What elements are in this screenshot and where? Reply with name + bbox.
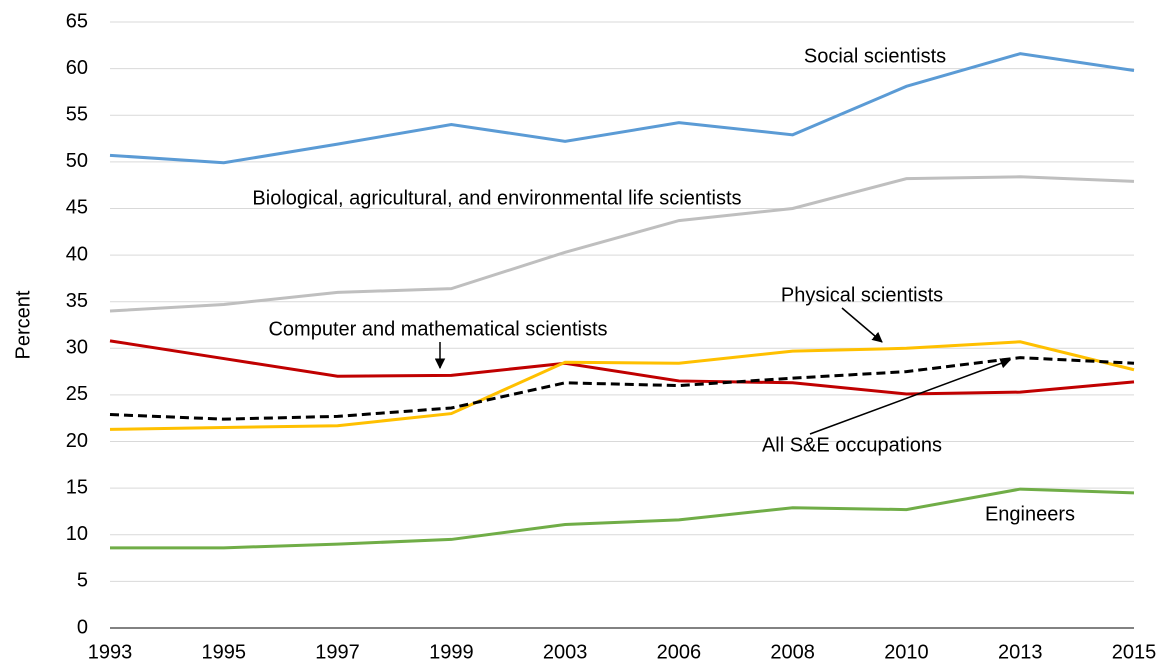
x-tick-label: 2003: [543, 641, 588, 663]
y-tick-label: 35: [66, 290, 88, 312]
x-tick-label: 1999: [429, 641, 474, 663]
series-label: Biological, agricultural, and environmen…: [252, 187, 741, 209]
series-line: [109, 356, 1135, 421]
y-tick-label: 10: [66, 523, 88, 545]
series-label: Engineers: [985, 503, 1075, 525]
x-tick-label: 2008: [770, 641, 815, 663]
series-label: Computer and mathematical scientists: [268, 318, 607, 340]
y-tick-label: 60: [66, 57, 88, 79]
series-label: Physical scientists: [781, 284, 943, 306]
y-tick-label: 55: [66, 104, 88, 126]
x-tick-label: 1997: [315, 641, 360, 663]
y-tick-label: 20: [66, 430, 88, 452]
y-tick-label: 50: [66, 150, 88, 172]
series-line: [109, 340, 1135, 431]
y-axis-label: Percent: [12, 290, 34, 359]
y-tick-label: 5: [77, 570, 88, 592]
annotation-arrow: [841, 307, 883, 343]
series-label: All S&E occupations: [762, 434, 942, 456]
x-tick-label: 2013: [998, 641, 1043, 663]
x-tick-label: 1995: [202, 641, 247, 663]
x-tick-label: 2006: [657, 641, 702, 663]
y-tick-label: 15: [66, 476, 88, 498]
y-tick-label: 65: [66, 10, 88, 32]
y-tick-label: 25: [66, 383, 88, 405]
series-line: [109, 52, 1135, 165]
y-tick-label: 30: [66, 337, 88, 359]
annotation-arrow: [809, 358, 1011, 435]
x-tick-label: 2010: [884, 641, 929, 663]
series-label: Social scientists: [804, 45, 946, 67]
series-line: [109, 175, 1135, 313]
x-tick-label: 2015: [1112, 641, 1157, 663]
series-line: [109, 339, 1135, 396]
y-tick-label: 45: [66, 197, 88, 219]
y-tick-label: 0: [77, 616, 88, 638]
series-line: [110, 487, 1135, 550]
y-tick-label: 40: [66, 243, 88, 265]
x-tick-label: 1993: [88, 641, 133, 663]
